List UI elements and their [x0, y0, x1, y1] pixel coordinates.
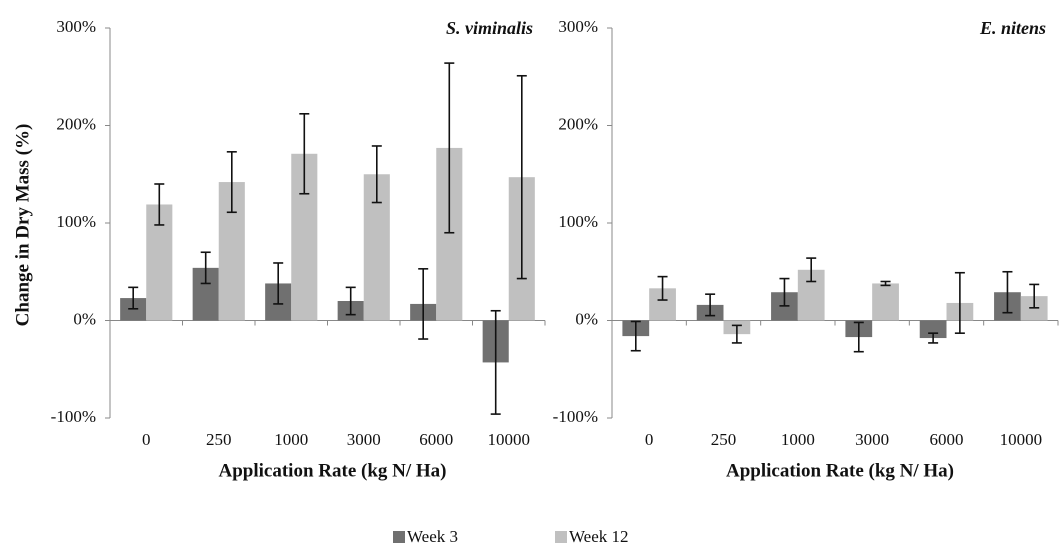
error-bar [128, 286, 139, 310]
error-bar [490, 309, 501, 415]
error-bar [853, 321, 864, 353]
x-tick-label: 6000 [930, 430, 964, 449]
legend-label: Week 3 [407, 527, 458, 545]
x-tick-label: 1000 [274, 430, 308, 449]
y-tick-label: -100% [553, 407, 598, 426]
error-bar [516, 74, 527, 280]
x-tick-label: 3000 [855, 430, 889, 449]
y-axis-title: Change in Dry Mass (%) [12, 124, 33, 327]
error-bar [273, 262, 284, 305]
y-tick-label: 100% [558, 212, 598, 231]
error-bar [226, 151, 237, 214]
x-tick-label: 6000 [419, 430, 453, 449]
x-axis-title: Application Rate (kg N/ Ha) [726, 460, 954, 481]
error-bar [779, 277, 790, 307]
legend-swatch [393, 531, 405, 543]
error-bar [731, 324, 742, 344]
x-tick-label: 0 [645, 430, 654, 449]
error-bar [418, 268, 429, 340]
y-tick-label: 200% [558, 114, 598, 133]
x-tick-label: 0 [142, 430, 151, 449]
y-tick-label: 0% [73, 309, 96, 328]
x-axis-title: Application Rate (kg N/ Ha) [219, 460, 447, 481]
y-tick-label: 300% [558, 17, 598, 36]
error-bar [880, 280, 891, 287]
legend-swatch [555, 531, 567, 543]
y-tick-label: 0% [575, 309, 598, 328]
bar [872, 283, 899, 321]
x-tick-label: 250 [206, 430, 232, 449]
error-bar [154, 183, 165, 226]
y-tick-label: 200% [56, 114, 96, 133]
x-tick-label: 3000 [347, 430, 381, 449]
x-tick-label: 10000 [488, 430, 531, 449]
error-bar [345, 286, 356, 316]
error-bar [954, 271, 965, 334]
error-bar [928, 332, 939, 344]
panel-title: S. viminalis [446, 18, 533, 38]
y-tick-label: 300% [56, 17, 96, 36]
error-bar [299, 113, 310, 195]
error-bar [371, 145, 382, 204]
error-bar [705, 293, 716, 317]
y-tick-label: 100% [56, 212, 96, 231]
x-tick-label: 250 [711, 430, 737, 449]
panel-title: E. nitens [979, 18, 1046, 38]
bar [919, 320, 947, 339]
error-bar [1002, 270, 1013, 314]
y-tick-label: -100% [51, 407, 96, 426]
error-bar [630, 320, 641, 352]
x-tick-label: 1000 [781, 430, 815, 449]
x-tick-label: 10000 [1000, 430, 1043, 449]
error-bar [200, 251, 211, 285]
legend-label: Week 12 [569, 527, 629, 545]
error-bar [1029, 283, 1040, 309]
error-bar [806, 257, 817, 283]
error-bar [444, 62, 455, 234]
error-bar [657, 275, 668, 301]
